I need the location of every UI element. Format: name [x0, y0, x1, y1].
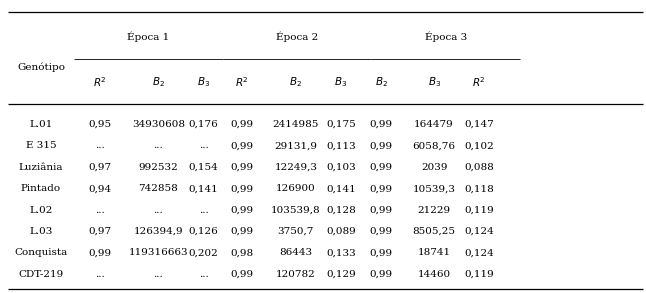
Text: ...: ... [153, 206, 163, 214]
Text: ...: ... [198, 206, 209, 214]
Text: $B_{2}$: $B_{2}$ [152, 75, 165, 89]
Text: 0,102: 0,102 [464, 142, 494, 150]
Text: 0,99: 0,99 [231, 270, 254, 279]
Text: 0,99: 0,99 [370, 184, 393, 193]
Text: ...: ... [153, 142, 163, 150]
Text: 0,94: 0,94 [89, 184, 112, 193]
Text: ...: ... [198, 270, 209, 279]
Text: 10539,3: 10539,3 [413, 184, 455, 193]
Text: Época 1: Época 1 [127, 31, 170, 42]
Text: $B_{3}$: $B_{3}$ [197, 75, 210, 89]
Text: 992532: 992532 [138, 163, 178, 172]
Text: 0,154: 0,154 [189, 163, 218, 172]
Text: 126394,9: 126394,9 [134, 227, 183, 236]
Text: 0,089: 0,089 [326, 227, 356, 236]
Text: 742858: 742858 [138, 184, 178, 193]
Text: 14460: 14460 [417, 270, 451, 279]
Text: ...: ... [95, 270, 105, 279]
Text: L.02: L.02 [29, 206, 53, 214]
Text: 0,126: 0,126 [189, 227, 218, 236]
Text: 126900: 126900 [276, 184, 316, 193]
Text: 12249,3: 12249,3 [275, 163, 317, 172]
Text: 0,99: 0,99 [370, 248, 393, 257]
Text: 34930608: 34930608 [132, 120, 185, 129]
Text: $R^{2}$: $R^{2}$ [93, 75, 107, 89]
Text: 8505,25: 8505,25 [413, 227, 455, 236]
Text: 0,119: 0,119 [464, 206, 494, 214]
Text: 0,141: 0,141 [189, 184, 218, 193]
Text: 86443: 86443 [279, 248, 313, 257]
Text: 0,129: 0,129 [326, 270, 356, 279]
Text: CDT-219: CDT-219 [18, 270, 64, 279]
Text: 0,124: 0,124 [464, 248, 494, 257]
Text: 0,128: 0,128 [326, 206, 356, 214]
Text: Luziânia: Luziânia [19, 163, 63, 172]
Text: 0,99: 0,99 [370, 120, 393, 129]
Text: Conquista: Conquista [14, 248, 68, 257]
Text: 0,99: 0,99 [370, 142, 393, 150]
Text: Genótipo: Genótipo [17, 63, 65, 72]
Text: 0,124: 0,124 [464, 227, 494, 236]
Text: 0,103: 0,103 [326, 163, 356, 172]
Text: 119316663: 119316663 [129, 248, 188, 257]
Text: 0,088: 0,088 [464, 163, 494, 172]
Text: 0,118: 0,118 [464, 184, 494, 193]
Text: 103539,8: 103539,8 [271, 206, 320, 214]
Text: 0,147: 0,147 [464, 120, 494, 129]
Text: 0,119: 0,119 [464, 270, 494, 279]
Text: Época 2: Época 2 [276, 31, 318, 42]
Text: ...: ... [95, 206, 105, 214]
Text: 0,113: 0,113 [326, 142, 356, 150]
Text: 2039: 2039 [421, 163, 448, 172]
Text: 0,98: 0,98 [231, 248, 254, 257]
Text: 21229: 21229 [417, 206, 451, 214]
Text: 2414985: 2414985 [273, 120, 319, 129]
Text: 0,99: 0,99 [370, 227, 393, 236]
Text: 0,99: 0,99 [231, 184, 254, 193]
Text: Época 3: Época 3 [424, 31, 467, 42]
Text: 0,133: 0,133 [326, 248, 356, 257]
Text: 164479: 164479 [414, 120, 454, 129]
Text: E 315: E 315 [26, 142, 56, 150]
Text: 0,99: 0,99 [231, 206, 254, 214]
Text: 0,175: 0,175 [326, 120, 356, 129]
Text: $R^{2}$: $R^{2}$ [472, 75, 486, 89]
Text: 18741: 18741 [417, 248, 451, 257]
Text: 0,95: 0,95 [89, 120, 112, 129]
Text: 29131,9: 29131,9 [275, 142, 317, 150]
Text: 0,99: 0,99 [231, 120, 254, 129]
Text: $B_{2}$: $B_{2}$ [375, 75, 388, 89]
Text: ...: ... [95, 142, 105, 150]
Text: L.01: L.01 [29, 120, 53, 129]
Text: 0,141: 0,141 [326, 184, 356, 193]
Text: 0,97: 0,97 [89, 163, 112, 172]
Text: L.03: L.03 [29, 227, 53, 236]
Text: Pintado: Pintado [21, 184, 61, 193]
Text: $B_{2}$: $B_{2}$ [289, 75, 302, 89]
Text: ...: ... [153, 270, 163, 279]
Text: 0,99: 0,99 [231, 142, 254, 150]
Text: 0,99: 0,99 [231, 163, 254, 172]
Text: $R^{2}$: $R^{2}$ [235, 75, 249, 89]
Text: 0,202: 0,202 [189, 248, 218, 257]
Text: ...: ... [198, 142, 209, 150]
Text: $B_{3}$: $B_{3}$ [428, 75, 441, 89]
Text: 0,99: 0,99 [370, 163, 393, 172]
Text: 6058,76: 6058,76 [413, 142, 455, 150]
Text: 3750,7: 3750,7 [278, 227, 314, 236]
Text: $B_{3}$: $B_{3}$ [335, 75, 348, 89]
Text: 0,97: 0,97 [89, 227, 112, 236]
Text: 0,99: 0,99 [89, 248, 112, 257]
Text: 0,176: 0,176 [189, 120, 218, 129]
Text: 0,99: 0,99 [231, 227, 254, 236]
Text: 0,99: 0,99 [370, 206, 393, 214]
Text: 120782: 120782 [276, 270, 316, 279]
Text: 0,99: 0,99 [370, 270, 393, 279]
